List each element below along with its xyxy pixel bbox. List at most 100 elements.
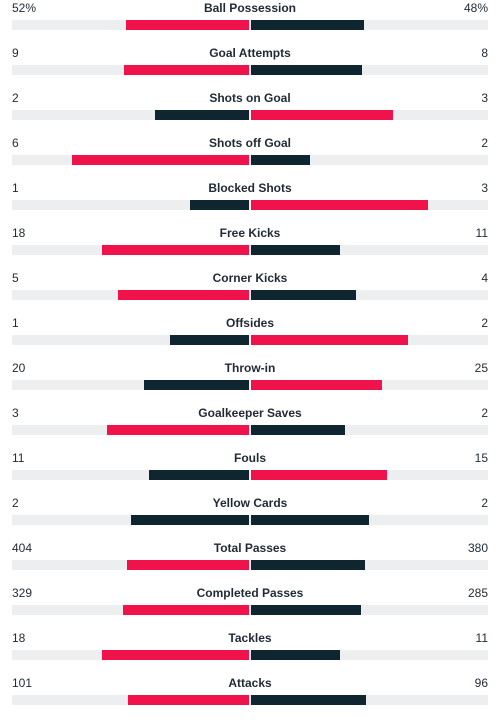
away-value: 4 [481, 271, 488, 285]
home-value: 101 [12, 676, 33, 690]
stat-row: 9 Goal Attempts 8 [12, 45, 488, 90]
stat-label: Goal Attempts [209, 46, 291, 60]
stat-bar-track [12, 110, 488, 120]
home-bar [102, 245, 249, 255]
home-bar [149, 470, 249, 480]
home-value: 18 [12, 226, 26, 240]
stat-bar-track [12, 650, 488, 660]
home-value: 329 [12, 586, 33, 600]
home-value: 11 [12, 451, 25, 465]
stat-label: Goalkeeper Saves [198, 406, 302, 420]
stat-label: Shots off Goal [209, 136, 291, 150]
home-value: 52% [12, 1, 37, 15]
stat-bar-track [12, 245, 488, 255]
stat-label: Attacks [228, 676, 272, 690]
home-value: 5 [12, 271, 19, 285]
away-bar [251, 200, 428, 210]
away-value: 11 [475, 631, 488, 645]
home-bar [144, 380, 249, 390]
home-value: 9 [12, 46, 19, 60]
away-value: 25 [474, 361, 488, 375]
away-value: 2 [481, 496, 488, 510]
away-bar [251, 245, 340, 255]
stat-bar-track [12, 695, 488, 705]
stat-bar-track [12, 425, 488, 435]
home-bar [170, 335, 249, 345]
away-value: 3 [481, 91, 488, 105]
home-value: 2 [12, 496, 19, 510]
home-value: 20 [12, 361, 26, 375]
away-value: 2 [481, 136, 488, 150]
away-value: 2 [481, 406, 488, 420]
stat-row: 6 Shots off Goal 2 [12, 135, 488, 180]
away-bar [251, 650, 340, 660]
stat-label: Yellow Cards [212, 496, 288, 510]
stat-label: Blocked Shots [208, 181, 292, 195]
home-bar [123, 605, 249, 615]
stat-label: Fouls [234, 451, 266, 465]
home-bar [124, 65, 249, 75]
home-value: 2 [12, 91, 19, 105]
away-value: 3 [481, 181, 488, 195]
away-bar [251, 560, 365, 570]
match-statistics-list: 52% Ball Possession 48% 9 Goal Attempts 8 2 Sho… [12, 1, 488, 705]
home-bar [131, 515, 249, 525]
home-bar [118, 290, 249, 300]
stat-row: 5 Corner Kicks 4 [12, 270, 488, 315]
stat-row: 20 Throw-in 25 [12, 360, 488, 405]
away-value: 8 [481, 46, 488, 60]
stat-row: 3 Goalkeeper Saves 2 [12, 405, 488, 450]
away-bar [251, 425, 345, 435]
away-value: 2 [481, 316, 488, 330]
stat-bar-track [12, 335, 488, 345]
away-bar [251, 20, 364, 30]
home-bar [190, 200, 249, 210]
home-value: 1 [12, 181, 19, 195]
stat-label: Ball Possession [203, 1, 297, 15]
away-bar [251, 110, 393, 120]
stat-row: 404 Total Passes 380 [12, 540, 488, 585]
away-bar [251, 65, 362, 75]
home-value: 3 [12, 406, 19, 420]
away-value: 15 [474, 451, 488, 465]
home-bar [155, 110, 249, 120]
away-bar [251, 515, 369, 525]
stat-row: 101 Attacks 96 [12, 675, 488, 720]
stat-bar-track [12, 380, 488, 390]
away-bar [251, 335, 408, 345]
stat-label: Offsides [225, 316, 274, 330]
stat-row: 2 Yellow Cards 2 [12, 495, 488, 540]
stat-row: 1 Offsides 2 [12, 315, 488, 360]
stat-label: Completed Passes [196, 586, 304, 600]
stat-label: Total Passes [213, 541, 287, 555]
away-bar [251, 380, 382, 390]
stat-label: Throw-in [224, 361, 276, 375]
away-bar [251, 155, 310, 165]
home-bar [126, 20, 249, 30]
stat-bar-track [12, 65, 488, 75]
stat-row: 2 Shots on Goal 3 [12, 90, 488, 135]
stat-row: 18 Free Kicks 11 [12, 225, 488, 270]
stat-bar-track [12, 20, 488, 30]
away-value: 285 [467, 586, 488, 600]
home-value: 1 [12, 316, 19, 330]
home-bar [107, 425, 249, 435]
stat-row: 11 Fouls 15 [12, 450, 488, 495]
stat-bar-track [12, 515, 488, 525]
stat-bar-track [12, 155, 488, 165]
stat-label: Shots on Goal [209, 91, 291, 105]
home-bar [72, 155, 249, 165]
stat-row: 18 Tackles 11 [12, 630, 488, 675]
away-bar [251, 470, 387, 480]
stat-bar-track [12, 290, 488, 300]
home-value: 18 [12, 631, 26, 645]
stat-bar-track [12, 605, 488, 615]
home-value: 6 [12, 136, 19, 150]
stat-row: 329 Completed Passes 285 [12, 585, 488, 630]
home-bar [127, 560, 249, 570]
home-value: 404 [12, 541, 33, 555]
away-bar [251, 695, 366, 705]
away-bar [251, 290, 356, 300]
stat-bar-track [12, 470, 488, 480]
stat-label: Free Kicks [219, 226, 281, 240]
